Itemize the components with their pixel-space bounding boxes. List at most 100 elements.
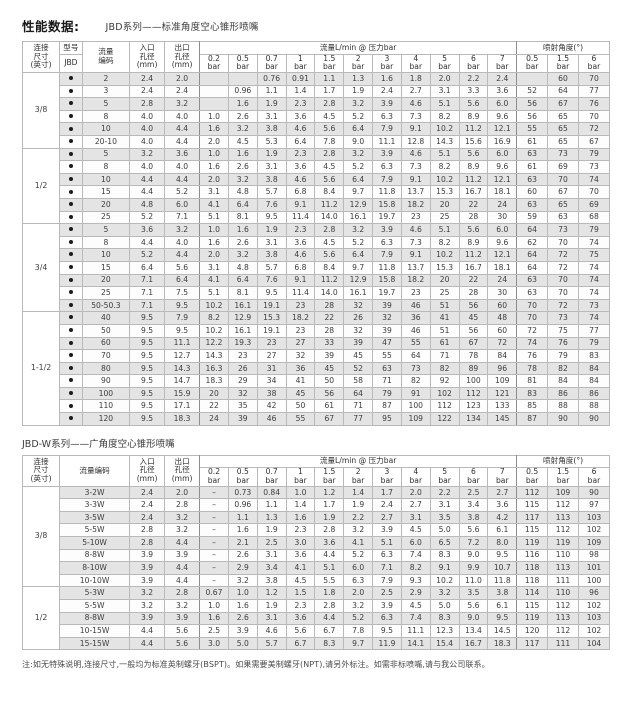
cell-outlet-bore: 7.1 (164, 210, 201, 225)
cell-spray-angle: 82 (547, 361, 579, 376)
cell-flow: 71 (372, 374, 402, 388)
cell-outlet-bore: 4.0 (164, 235, 201, 250)
table2-header-row-2: 0.2 bar 0.5 bar 0.7 bar 1 bar 1.5 bar 2 bar 3 bar 4 bar… (23, 467, 611, 487)
cell-flow: 4.5 (314, 160, 345, 174)
cell-inlet-bore: 2.4 (129, 510, 166, 525)
cell-inlet-bore: 9.5 (129, 311, 166, 325)
cell-flow: 1.9 (343, 84, 374, 99)
cell-flow: 4.5 (400, 523, 431, 538)
th-inlet-bore: 入口 孔径 (mm) (129, 40, 166, 74)
cell-flow: 7.4 (400, 548, 431, 563)
cell-flow-code: 8-8W (59, 548, 131, 563)
cell-flow: 9.5 (487, 548, 518, 563)
cell-flow: 10.2 (429, 573, 460, 588)
cell-flow-code: 100 (81, 386, 131, 401)
cell-inlet-bore: 4.8 (129, 197, 166, 212)
cell-flow: 9.5 (372, 624, 402, 638)
cell-flow: 4.5 (314, 109, 345, 124)
cell-flow: 7.8 (343, 624, 374, 638)
cell-outlet-bore: 5.6 (164, 624, 201, 638)
cell-flow: 16.7 (458, 260, 489, 275)
th-pressure-2: 2 bar (343, 53, 374, 74)
cell-flow: 4.2 (487, 510, 518, 525)
cell-inlet-bore: 6.4 (129, 260, 166, 275)
cell-flow: 10.2 (429, 172, 460, 187)
cell-spray-angle: 56 (516, 97, 549, 111)
cell-flow: 9.1 (285, 273, 316, 288)
cell-flow: 0.73 (227, 485, 258, 500)
cell-flow: 4.4 (314, 611, 345, 626)
cell-model-marker (59, 311, 83, 325)
cell-outlet-bore: 7.9 (164, 311, 201, 325)
cell-flow: 18.3 (199, 374, 229, 388)
cell-flow: 5.1 (429, 223, 460, 237)
cell-flow: 5.1 (314, 561, 345, 575)
th-pressure-0.5: 0.5 bar (227, 53, 258, 74)
cell-outlet-bore: 11.1 (164, 336, 201, 351)
cell-spray-angle: 112 (547, 498, 579, 512)
cell-model-marker (59, 298, 83, 313)
cell-flow: 2.2 (343, 510, 374, 525)
cell-flow: 55 (372, 349, 402, 363)
cell-flow: 39 (372, 298, 402, 313)
cell-flow: 9.7 (343, 260, 374, 275)
cell-flow: 15.8 (372, 197, 402, 212)
cell-outlet-bore: 6.4 (164, 273, 201, 288)
cell-flow: 3.6 (487, 84, 518, 99)
cell-flow: 6.1 (487, 599, 518, 613)
cell-flow: 1.0 (285, 485, 316, 500)
cell-flow: 6.3 (372, 611, 402, 626)
cell-flow: 3.3 (458, 84, 489, 99)
cell-flow: 12.1 (487, 122, 518, 136)
cell-model-marker (59, 160, 83, 174)
cell-flow-code: 10 (81, 248, 131, 262)
th-pressure-6: 6 bar (458, 467, 489, 487)
cell-connection-size: 3/4 (21, 223, 61, 313)
cell-spray-angle: 101 (577, 561, 611, 575)
cell-flow: 102 (429, 386, 460, 401)
cell-spray-angle: 60 (516, 185, 549, 199)
cell-flow: 3.2 (429, 586, 460, 601)
table-row: 80 9.5 14.3 16.3 26 31 36 45 52 63 73 82 89 96 78 82 84 (23, 361, 611, 376)
cell-spray-angle: 64 (516, 260, 549, 275)
jbd-w-caption: JBD-W系列——广角度空心锥形喷嘴 (22, 438, 175, 450)
cell-spray-angle: 109 (577, 536, 611, 550)
cell-flow: 26 (227, 361, 258, 376)
cell-flow: 2.7 (400, 84, 431, 99)
cell-flow: 5.1 (429, 147, 460, 162)
cell-flow: 1.7 (314, 84, 345, 99)
cell-spray-angle: 73 (577, 160, 611, 174)
cell-flow: 0.84 (256, 485, 287, 500)
cell-spray-angle: 119 (516, 536, 549, 550)
cell-flow: 4.4 (314, 548, 345, 563)
cell-flow: 9.6 (487, 235, 518, 250)
cell-spray-angle: 70 (577, 185, 611, 199)
page-subtitle: JBD系列——标准角度空心锥形喷嘴 (105, 21, 259, 33)
cell-spray-angle: 90 (547, 412, 579, 426)
cell-flow: 112 (429, 399, 460, 414)
cell-flow: 4.8 (227, 185, 258, 199)
cell-flow-code: 40 (81, 311, 131, 325)
cell-flow: 24 (487, 197, 518, 212)
cell-spray-angle: 76 (547, 336, 579, 351)
th2-angle-group: 喷射角度(°) (516, 454, 610, 469)
cell-flow: 2.6 (227, 611, 258, 626)
cell-flow: 19.7 (372, 210, 402, 225)
cell-flow: 51 (429, 298, 460, 313)
cell-outlet-bore: 2.0 (164, 485, 201, 500)
cell-flow: 3.2 (343, 523, 374, 538)
cell-flow: 11.8 (487, 573, 518, 588)
cell-flow-code: 20 (81, 273, 131, 288)
cell-flow: 11.2 (458, 122, 489, 136)
cell-flow: 2.5 (256, 536, 287, 550)
cell-flow: 3.1 (199, 260, 229, 275)
bullet-icon (68, 353, 73, 358)
cell-flow: 3.1 (256, 235, 287, 250)
cell-flow: 12.9 (343, 273, 374, 288)
cell-flow: 3.8 (256, 172, 287, 187)
cell-spray-angle: 70 (547, 273, 579, 288)
cell-spray-angle: 88 (577, 399, 611, 414)
cell-spray-angle: 65 (547, 122, 579, 136)
cell-flow: 8.3 (314, 636, 345, 651)
cell-flow: 14.3 (429, 135, 460, 149)
